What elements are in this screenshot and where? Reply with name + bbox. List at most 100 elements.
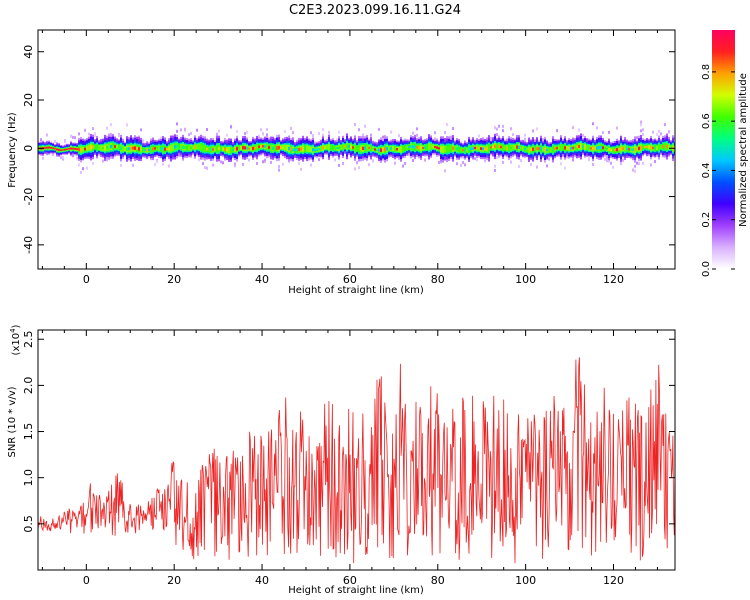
heatmap-core	[396, 148, 398, 151]
heatmap-speck	[92, 127, 94, 131]
heatmap-core	[174, 145, 176, 149]
heatmap-speck	[76, 156, 78, 160]
heatmap-speck	[126, 123, 128, 127]
heatmap-cell	[656, 145, 658, 151]
heatmap-speck	[72, 135, 74, 139]
heatmap-core	[162, 147, 164, 151]
heatmap-speck	[464, 163, 466, 167]
heatmap-speck	[356, 161, 358, 165]
heatmap-speck	[342, 162, 344, 166]
heatmap-speck	[532, 129, 534, 133]
heatmap-cell	[648, 144, 650, 150]
heatmap-core	[288, 146, 290, 151]
heatmap-cell	[502, 144, 504, 151]
heatmap-speck	[612, 165, 614, 169]
heatmap-cell	[306, 145, 308, 153]
heatmap-cell	[562, 145, 564, 150]
heatmap-core	[110, 144, 112, 149]
heatmap-cell	[450, 145, 452, 152]
heatmap-core	[98, 146, 100, 149]
spectrogram-panel: 0 20 40 60 80 100 120 40 20 0 -20 -40 Height of str…	[7, 29, 676, 296]
heatmap-speck	[264, 158, 266, 162]
heatmap-core	[546, 148, 548, 152]
heatmap-speck	[60, 156, 62, 160]
heatmap-core	[128, 147, 130, 151]
heatmap-core	[114, 145, 116, 148]
heatmap-core	[556, 146, 558, 150]
heatmap-speck	[444, 131, 446, 135]
snr-xtick-label: 0	[83, 574, 90, 587]
heatmap-core	[596, 146, 598, 150]
heatmap-core	[64, 148, 66, 151]
heatmap-speck	[660, 132, 662, 136]
heatmap-speck	[636, 136, 638, 140]
heatmap-speck	[652, 130, 654, 134]
heatmap-core	[146, 149, 148, 152]
heatmap-core	[572, 146, 574, 150]
heatmap-speck	[246, 130, 248, 134]
heatmap-cell	[426, 144, 428, 150]
heatmap-speck	[496, 127, 498, 131]
heatmap-speck	[260, 128, 262, 132]
heatmap-speck	[378, 127, 380, 131]
heatmap-speck	[606, 156, 608, 160]
heatmap-core	[262, 145, 264, 148]
heatmap-cell	[558, 145, 560, 150]
heatmap-cell	[82, 146, 84, 153]
heatmap-speck	[444, 169, 446, 173]
heatmap-cell	[196, 144, 198, 150]
heatmap-core	[160, 147, 162, 150]
heatmap-core	[212, 147, 214, 151]
heatmap-core	[302, 146, 304, 151]
heatmap-core	[394, 147, 396, 151]
heatmap-speck	[650, 163, 652, 167]
heatmap-speck	[282, 162, 284, 166]
heatmap-core	[654, 146, 656, 150]
heatmap-core	[484, 147, 486, 151]
heatmap-speck	[604, 157, 606, 161]
heatmap-speck	[368, 163, 370, 167]
heatmap-core	[260, 145, 262, 148]
heatmap-speck	[310, 131, 312, 135]
heatmap-core	[532, 147, 534, 152]
heatmap-core	[494, 144, 496, 149]
heatmap-speck	[452, 127, 454, 131]
heatmap-speck	[154, 163, 156, 167]
heatmap-core	[666, 144, 668, 149]
heatmap-cell	[188, 145, 190, 151]
heatmap-core	[574, 146, 576, 149]
heatmap-core	[588, 146, 590, 150]
heatmap-speck	[216, 132, 218, 136]
heatmap-speck	[370, 133, 372, 137]
heatmap-speck	[412, 158, 414, 162]
heatmap-core	[600, 145, 602, 150]
heatmap-core	[246, 146, 248, 150]
heatmap-cell	[334, 145, 336, 151]
heatmap-speck	[450, 135, 452, 139]
heatmap-core	[134, 146, 136, 150]
heatmap-core	[206, 147, 208, 151]
heatmap-core	[612, 148, 614, 152]
heatmap-core	[456, 147, 458, 151]
heatmap-speck	[394, 161, 396, 165]
heatmap-core	[194, 145, 196, 149]
heatmap-core	[598, 145, 600, 150]
heatmap-core	[292, 148, 294, 152]
heatmap-cell	[116, 144, 118, 150]
colorbar-ticks: 0.0 0.2 0.4 0.6 0.8	[701, 64, 735, 277]
heatmap-speck	[106, 126, 108, 130]
heatmap-cell	[202, 144, 204, 152]
heatmap-speck	[336, 138, 338, 142]
heatmap-speck	[638, 162, 640, 166]
heatmap-core	[272, 146, 274, 150]
heatmap-core	[516, 145, 518, 149]
heatmap-core	[58, 148, 60, 151]
heatmap-speck	[94, 134, 96, 138]
heatmap-core	[480, 147, 482, 151]
heatmap-core	[68, 148, 70, 150]
heatmap-speck	[494, 168, 496, 172]
heatmap-speck	[354, 167, 356, 171]
heatmap-speck	[634, 164, 636, 168]
heatmap-core	[314, 148, 316, 151]
heatmap-core	[568, 146, 570, 150]
